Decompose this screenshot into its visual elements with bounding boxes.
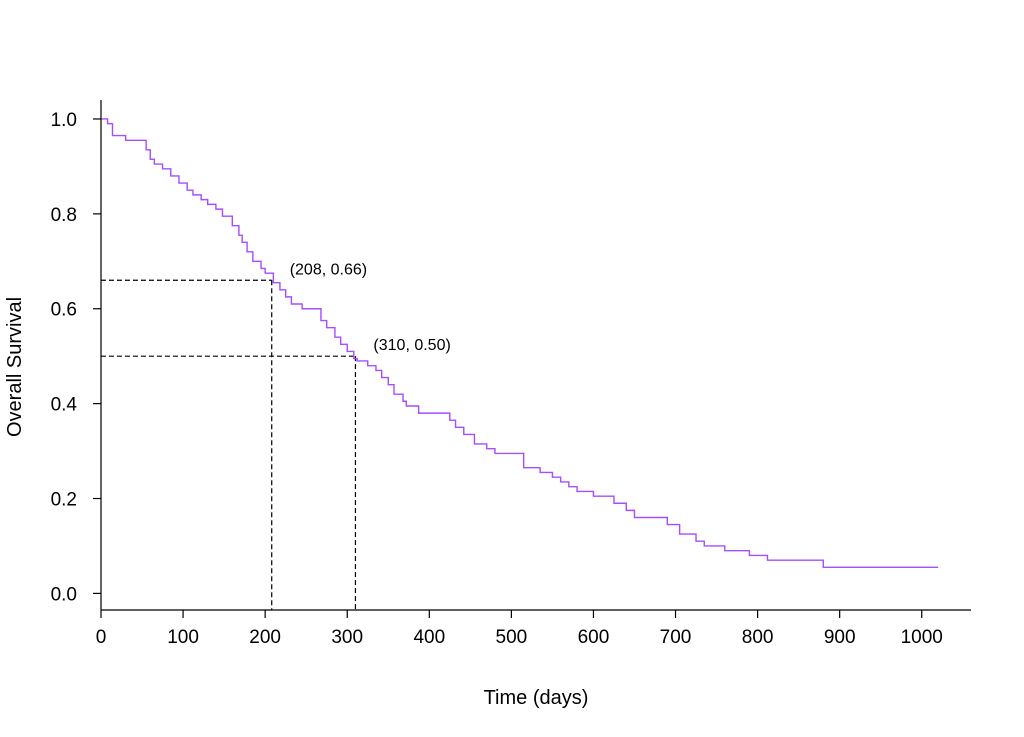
y-tick-label: 0.8 (51, 205, 77, 226)
reference-lines (101, 279, 357, 610)
annotations: (208, 0.66) (310, 0.50) (290, 261, 451, 354)
y-axis-ticks: 0.0 0.2 0.4 0.6 0.8 1.0 (51, 110, 101, 605)
x-tick-label: 700 (660, 627, 692, 648)
x-tick-label: 400 (413, 627, 445, 648)
x-axis-ticks: 0 100 200 300 400 500 600 700 800 900 1000 (96, 610, 943, 648)
x-tick-label: 800 (742, 627, 774, 648)
y-tick-label: 0.0 (51, 584, 77, 605)
survival-curve (101, 118, 939, 569)
x-tick-label: 600 (578, 627, 610, 648)
x-tick-label: 0 (96, 627, 107, 648)
x-axis-title: Time (days) (484, 687, 589, 709)
y-tick-label: 0.6 (51, 300, 77, 321)
y-tick-label: 1.0 (51, 110, 77, 131)
annotation-label: (310, 0.50) (373, 337, 450, 354)
x-tick-label: 100 (167, 627, 199, 648)
x-tick-label: 1000 (901, 627, 943, 648)
x-tick-label: 500 (496, 627, 528, 648)
axes: 0 100 200 300 400 500 600 700 800 900 1000 0.00.20… (51, 100, 971, 648)
y-tick-label: 0.4 (51, 395, 78, 416)
x-tick-label: 300 (331, 627, 363, 648)
x-tick-label: 200 (249, 627, 281, 648)
annotation-label: (208, 0.66) (290, 261, 367, 278)
y-axis-title: Overall Survival (4, 297, 26, 437)
y-tick-label: 0.2 (51, 490, 77, 511)
x-tick-label: 900 (824, 627, 856, 648)
